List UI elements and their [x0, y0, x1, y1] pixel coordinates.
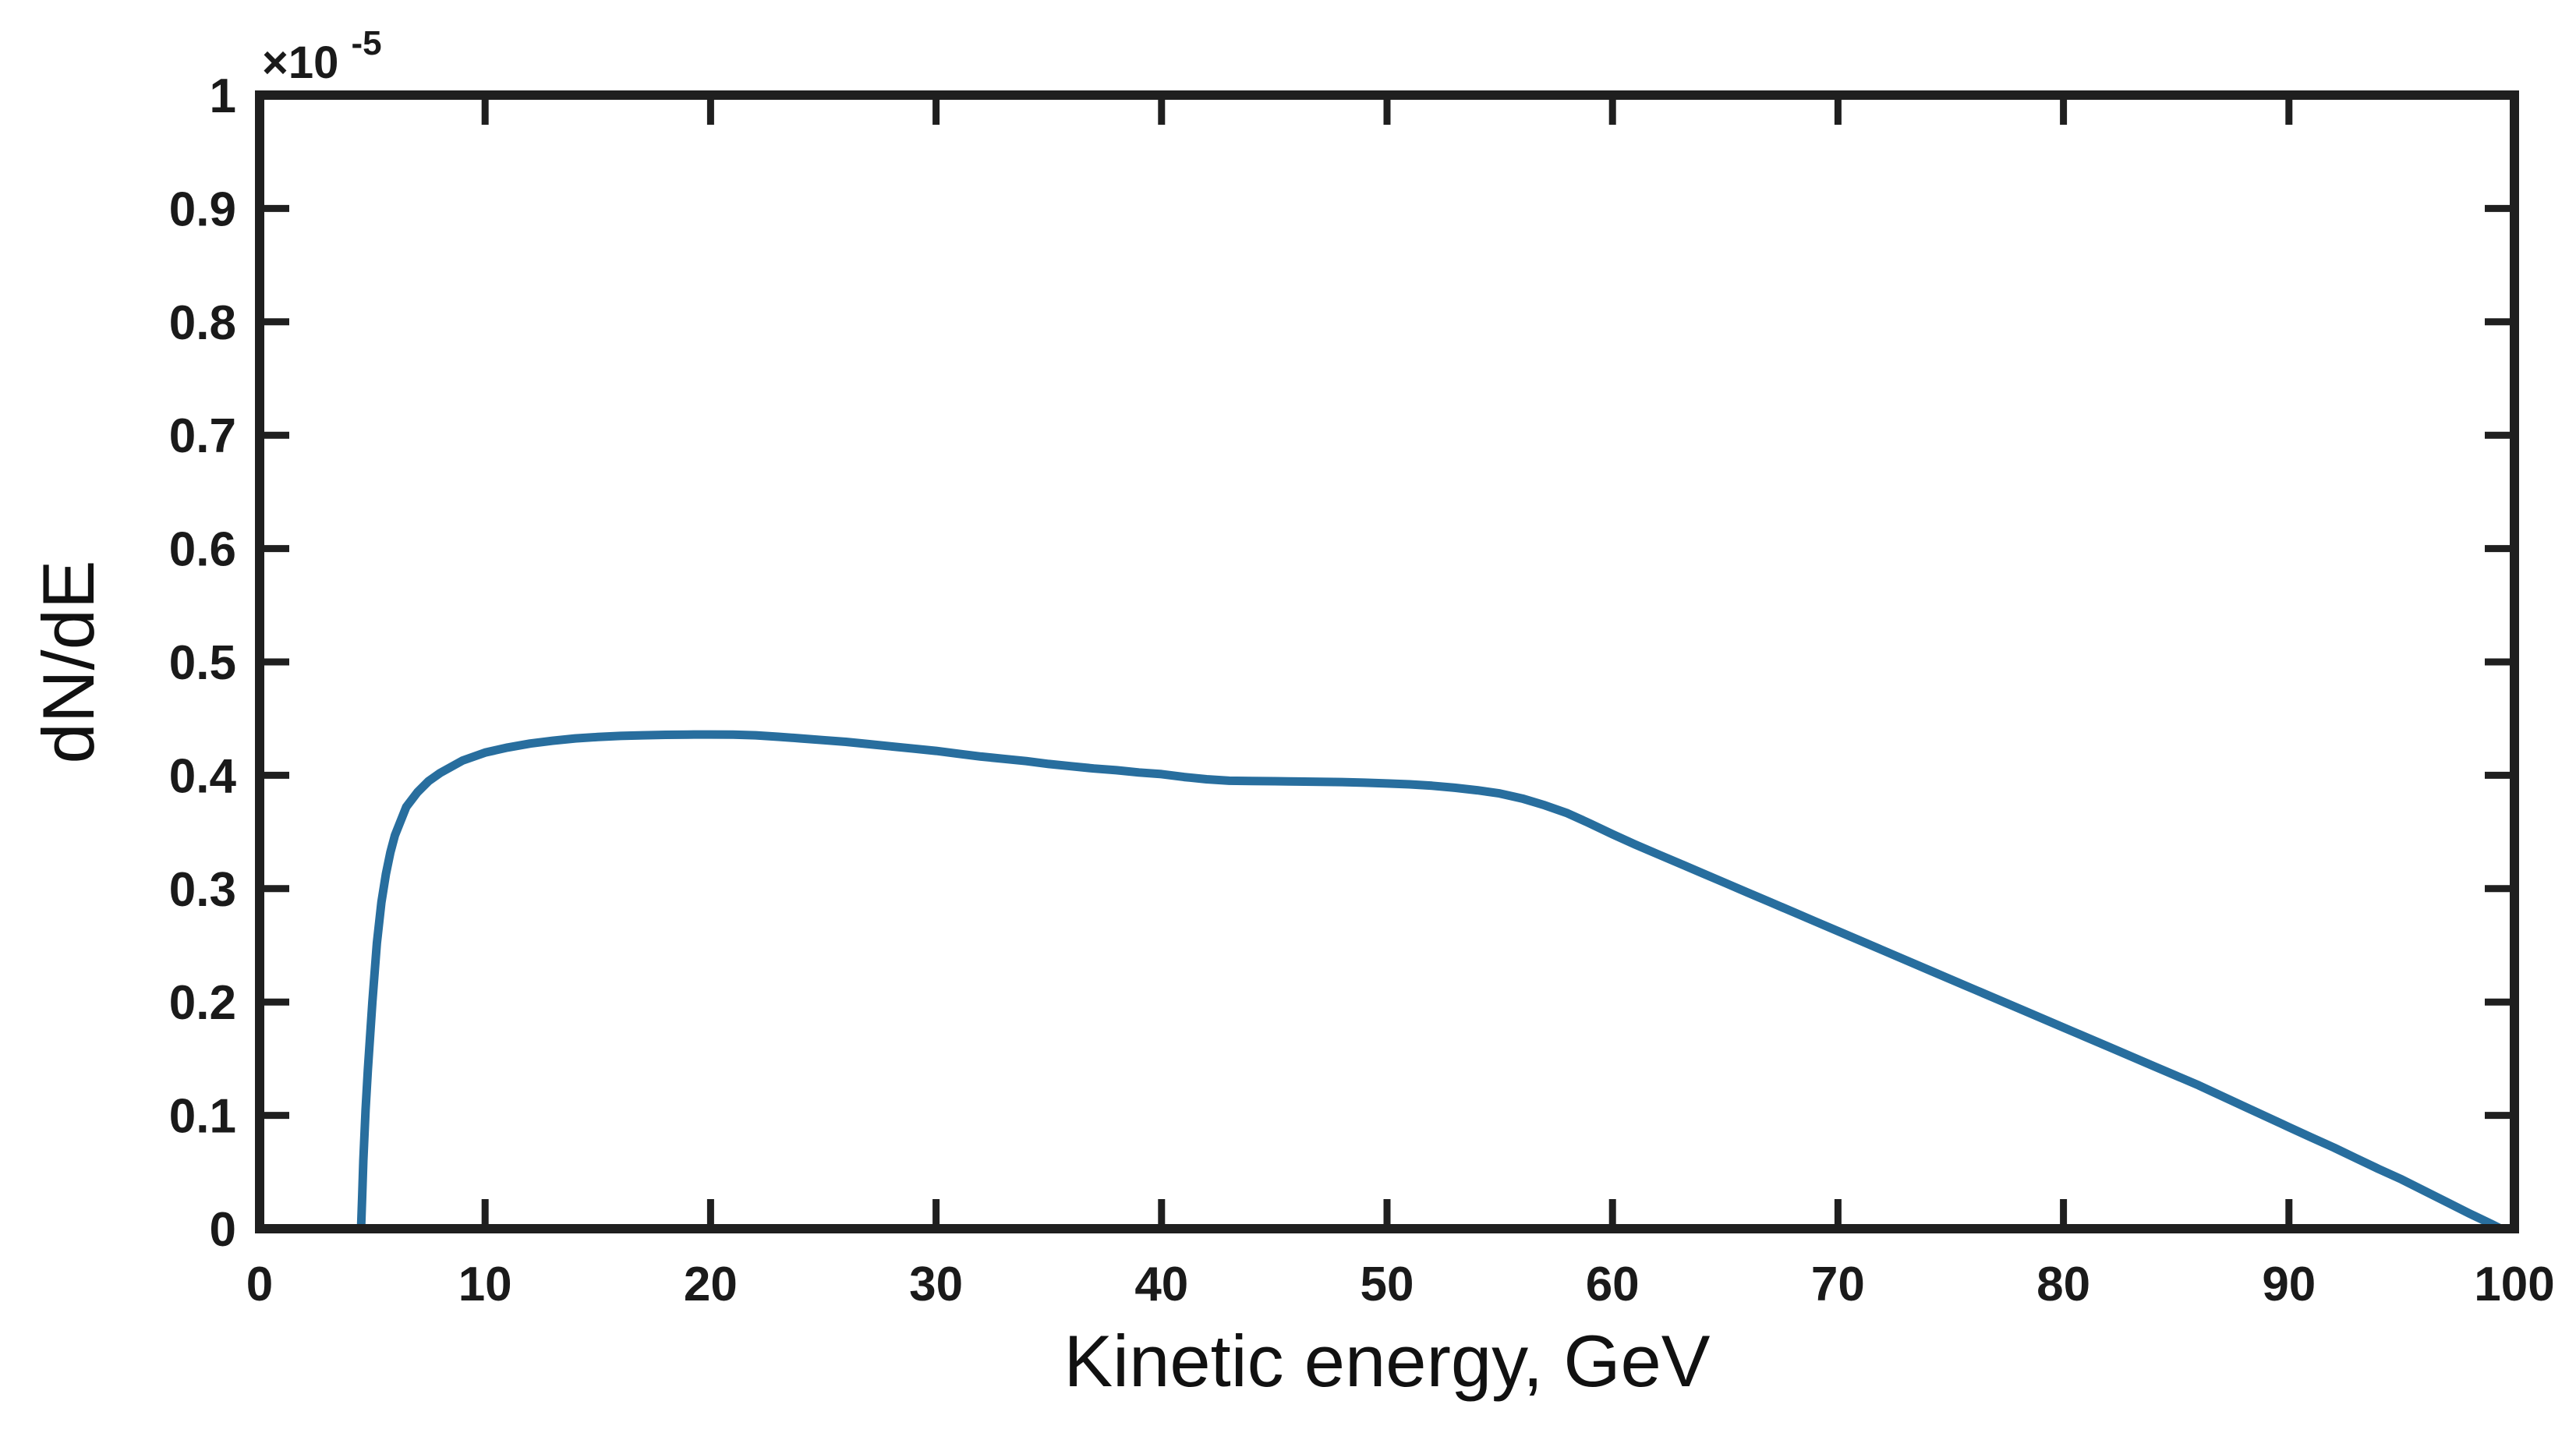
plot-frame: [255, 90, 2519, 1233]
y-tick-label: 0.4: [169, 749, 237, 803]
y-tick-label: 0.3: [169, 863, 236, 917]
spectrum-curve: [356, 730, 2506, 1233]
x-tick-label: 80: [2036, 1258, 2090, 1311]
y-tick-label: 0.1: [169, 1090, 236, 1144]
x-tick-label: 100: [2474, 1258, 2554, 1311]
exponent-base: ×10: [262, 37, 338, 88]
x-tick-label: 0: [246, 1258, 273, 1311]
x-tick-label: 50: [1361, 1258, 1414, 1311]
x-tick-label: 90: [2262, 1258, 2316, 1311]
y-tick-label: 0.5: [169, 636, 236, 690]
x-tick-label: 70: [1811, 1258, 1865, 1311]
exponent-power: -5: [352, 24, 382, 62]
x-tick-label: 40: [1134, 1258, 1188, 1311]
tick-labels: 0 10 20 30 40 50 60 70 80 90 100 0 0.1 0.2 0.3 0.4 0.5 0.…: [169, 69, 2555, 1311]
y-tick-label: 0.9: [169, 182, 236, 236]
y-tick-label: 0.8: [169, 296, 236, 350]
x-tick-label: 20: [684, 1258, 738, 1311]
x-tick-label: 60: [1586, 1258, 1640, 1311]
y-axis-label: dN/dE: [27, 560, 109, 763]
y-tick-label: 1: [210, 69, 236, 123]
y-axis-exponent: ×10 -5: [262, 24, 382, 88]
tick-marks: [256, 91, 2518, 1233]
x-axis-label: Kinetic energy, GeV: [1063, 1320, 1710, 1402]
x-tick-label: 30: [909, 1258, 963, 1311]
series-curves: [356, 730, 2506, 1233]
x-tick-label: 10: [458, 1258, 512, 1311]
y-tick-label: 0.7: [169, 409, 236, 463]
y-tick-label: 0: [210, 1203, 236, 1257]
y-tick-label: 0.2: [169, 976, 236, 1030]
y-tick-label: 0.6: [169, 523, 236, 577]
